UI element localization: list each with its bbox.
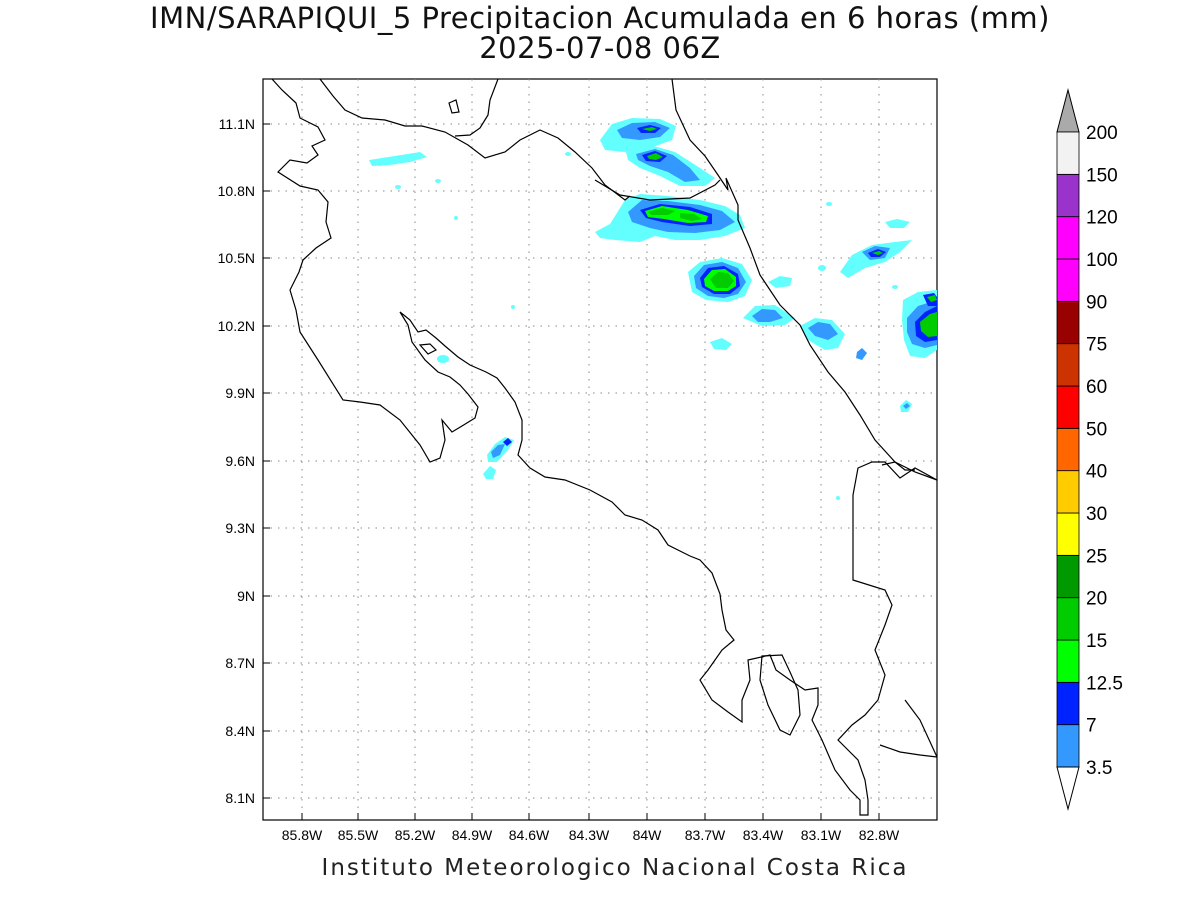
colorbar-label: 20: [1086, 589, 1107, 610]
colorbar-min-arrow: [1056, 766, 1080, 811]
colorbar-swatch: [1056, 173, 1080, 218]
map-frame: [262, 78, 938, 821]
colorbar-swatch: [1056, 300, 1080, 345]
colorbar-label: 100: [1086, 250, 1118, 271]
lon-label: 83.4W: [743, 827, 784, 843]
colorbar-swatch: [1056, 131, 1080, 175]
lon-label: 85.8W: [282, 827, 323, 843]
colorbar-label: 120: [1086, 208, 1118, 229]
colorbar-swatch: [1056, 554, 1080, 599]
colorbar-swatch: [1056, 258, 1080, 302]
lon-label: 84.3W: [569, 827, 610, 843]
colorbar-swatch: [1056, 639, 1080, 683]
lat-label: 8.7N: [225, 655, 255, 671]
lat-label: 10.8N: [218, 183, 255, 199]
colorbar-label: 40: [1086, 462, 1107, 483]
colorbar-label: 200: [1086, 123, 1118, 144]
colorbar-label: 15: [1086, 631, 1107, 652]
lat-label: 10.2N: [218, 318, 255, 334]
lon-label: 85.2W: [395, 827, 436, 843]
colorbar-label: 60: [1086, 377, 1107, 398]
lon-label: 84W: [633, 827, 663, 843]
precip-areas: [369, 118, 937, 500]
lat-label: 9.6N: [225, 453, 255, 469]
colorbar: 3.5 7 12.5 15 20 25 30 40 50 60 75 90 100 120 150 200: [1056, 88, 1123, 811]
lon-label: 83.7W: [685, 827, 726, 843]
colorbar-swatch: [1056, 512, 1080, 556]
colorbar-swatch: [1056, 427, 1080, 472]
map-date: 2025-07-08 06Z: [479, 31, 721, 65]
colorbar-swatch: [1056, 470, 1080, 514]
colorbar-label: 30: [1086, 504, 1107, 525]
institution-footer: Instituto Meteorologico Nacional Costa R…: [321, 855, 909, 881]
lon-label: 84.6W: [509, 827, 550, 843]
colorbar-swatch: [1056, 681, 1080, 726]
lat-label: 10.5N: [218, 250, 255, 266]
colorbar-label: 3.5: [1086, 758, 1112, 779]
longitude-labels: 85.8W 85.5W 85.2W 84.9W 84.6W 84.3W 84W 83.7W 83…: [282, 813, 900, 843]
colorbar-label: 7: [1086, 716, 1097, 737]
lat-label: 8.4N: [225, 723, 255, 739]
colorbar-swatch: [1056, 724, 1080, 768]
lat-label: 8.1N: [225, 790, 255, 806]
colorbar-swatch: [1056, 216, 1080, 260]
colorbar-swatch: [1056, 385, 1080, 429]
lat-label: 9.3N: [225, 520, 255, 536]
colorbar-label: 12.5: [1086, 673, 1123, 694]
lon-label: 85.5W: [338, 827, 379, 843]
colorbar-label: 90: [1086, 292, 1107, 313]
colorbar-max-arrow: [1056, 88, 1080, 133]
lat-label: 11.1N: [219, 116, 255, 132]
lon-label: 83.1W: [801, 827, 842, 843]
colorbar-label: 50: [1086, 419, 1107, 440]
lon-label: 82.8W: [859, 827, 900, 843]
lat-label: 9N: [237, 588, 255, 604]
colorbar-swatch: [1056, 597, 1080, 641]
map-title: IMN/SARAPIQUI_5 Precipitacion Acumulada …: [150, 1, 1050, 35]
latitude-labels: 11.1N 10.8N 10.5N 10.2N 9.9N 9.6N 9.3N 9N 8.7N 8.…: [218, 116, 270, 806]
colorbar-swatch: [1056, 343, 1080, 387]
colorbar-label: 25: [1086, 546, 1107, 567]
lat-label: 9.9N: [225, 385, 255, 401]
colorbar-label: 75: [1086, 335, 1107, 356]
colorbar-label: 150: [1086, 165, 1118, 186]
lon-label: 84.9W: [452, 827, 493, 843]
coastlines: [271, 78, 938, 816]
